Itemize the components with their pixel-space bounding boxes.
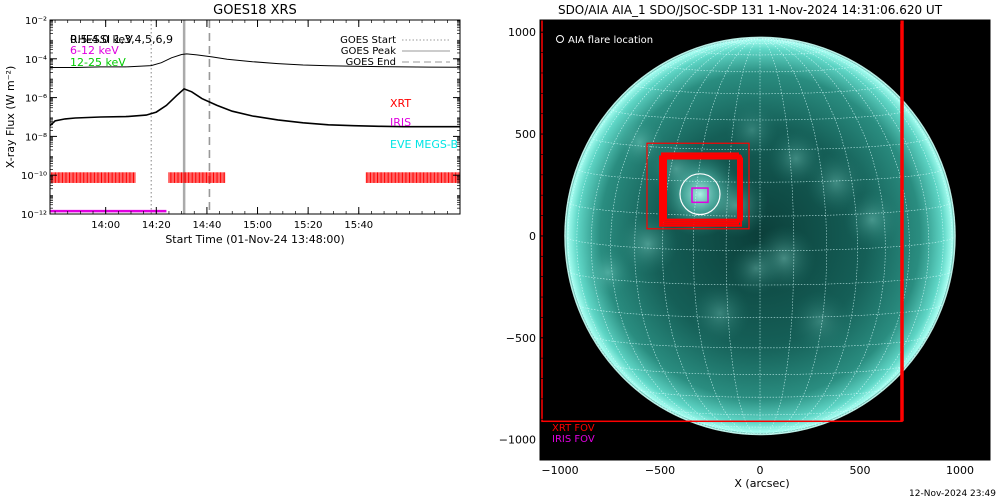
goes-ytick-label-0: 10⁻² (25, 16, 47, 27)
aia-ytick-label-4: −1000 (499, 434, 536, 447)
flare-legend: AIA flare location (556, 35, 653, 46)
instrument-label-xrt: XRT (390, 97, 411, 110)
goes-xtick-label-1: 14:20 (142, 220, 171, 231)
instrument-labels: XRT IRIS EVE MEGS-B (390, 97, 458, 151)
goes-plot-frame (49, 19, 461, 215)
goes-xtick-label-5: 15:40 (344, 220, 373, 231)
aia-panel: SDO/AIA AIA_1 SDO/JSOC-SDP 131 1-Nov-202… (499, 3, 996, 499)
xrt-small-fov-4 (663, 154, 741, 223)
energy-legend-item-1: 6-12 keV (70, 44, 119, 57)
aia-title: SDO/AIA AIA_1 SDO/JSOC-SDP 131 1-Nov-202… (558, 3, 943, 17)
aia-ytick-label-3: −500 (506, 332, 536, 345)
event-legend-end: GOES End (346, 57, 396, 68)
xrt-coverage-0 (50, 172, 136, 183)
xrt-small-fov-1 (661, 152, 739, 225)
event-legend: GOES Start GOES Peak GOES End (340, 35, 450, 68)
aia-ytick-label-2: 0 (529, 230, 536, 243)
goes-xtick-label-2: 14:40 (192, 220, 221, 231)
aia-xtick-label-1: −500 (645, 464, 675, 477)
goes-ytick-label-5: 10⁻¹² (21, 210, 47, 221)
aia-plot-frame (539, 19, 991, 461)
goes-x-axis-label: Start Time (01-Nov-24 13:48:00) (165, 233, 344, 246)
goes-marks (50, 20, 460, 214)
goes-xtick-label-3: 15:00 (243, 220, 272, 231)
aia-xtick-label-4: 1000 (946, 464, 974, 477)
aia-xtick-label-0: −1000 (541, 464, 578, 477)
goes-panel: GOES18 XRS 10⁻² 10⁻⁴ 10⁻⁶ 10⁻⁸ 10⁻¹⁰ 10⁻¹² 14:… (4, 3, 461, 246)
flare-legend-label: AIA flare location (568, 35, 653, 46)
iris-fov-box (691, 187, 709, 204)
goes-ytick-label-1: 10⁻⁴ (25, 55, 47, 66)
aia-ytick-label-1: 500 (515, 128, 536, 141)
goes-ytick-label-2: 10⁻⁶ (25, 94, 47, 105)
goes-xtick-label-0: 14:00 (91, 220, 120, 231)
flare-legend-marker (556, 35, 564, 43)
xrt-small-fov-0 (646, 142, 750, 230)
fov-legend-iris: IRIS FOV (552, 434, 595, 445)
goes-series-1 (50, 87, 460, 128)
goes-title: GOES18 XRS (213, 3, 297, 18)
fov-legend-xrt: XRT FOV (552, 423, 595, 434)
flare-location-circle (679, 173, 721, 216)
instrument-label-eve: EVE MEGS-B (390, 138, 458, 151)
xrt-coverage-2 (365, 172, 460, 183)
energy-legend-overlap: RHESSI 1,3,4,5,6,9 (70, 33, 173, 46)
aia-marks (541, 20, 956, 436)
heliographic-grid (564, 37, 956, 435)
instrument-label-iris: IRIS (390, 116, 411, 129)
energy-legend-item-2: 12-25 keV (70, 56, 126, 69)
event-legend-peak: GOES Peak (341, 46, 396, 57)
energy-legend-item-0: 0.5-4.0 keV (70, 33, 133, 46)
goes-ytick-label-4: 10⁻¹⁰ (21, 171, 47, 182)
aia-ytick-label-0: 1000 (508, 26, 536, 39)
aia-axes: −1000 −500 0 500 1000 1000 500 0 −500 −1000 (499, 20, 990, 477)
goes-ytick-label-3: 10⁻⁸ (25, 132, 47, 143)
solar-limb (564, 36, 956, 436)
fov-legend: XRT FOV IRIS FOV (552, 423, 595, 445)
xrt-coverage-1 (168, 172, 226, 183)
goes-xtick-label-4: 15:20 (294, 220, 323, 231)
aia-xtick-label-2: 0 (757, 464, 764, 477)
goes-axes: 10⁻² 10⁻⁴ 10⁻⁶ 10⁻⁸ 10⁻¹⁰ 10⁻¹² 14:00 14:20 14:4… (21, 16, 461, 231)
event-legend-start: GOES Start (340, 35, 396, 46)
goes-series-0 (50, 53, 460, 68)
aia-xtick-label-3: 500 (850, 464, 871, 477)
render-timestamp: 12-Nov-2024 23:49 (909, 489, 996, 499)
energy-legend: RHESSI 1,3,4,5,6,9 0.5-4.0 keV 6-12 keV … (70, 33, 173, 69)
aia-x-axis-label: X (arcsec) (734, 477, 789, 490)
goes-y-axis-label: X-ray Flux (W m⁻²) (4, 66, 17, 168)
